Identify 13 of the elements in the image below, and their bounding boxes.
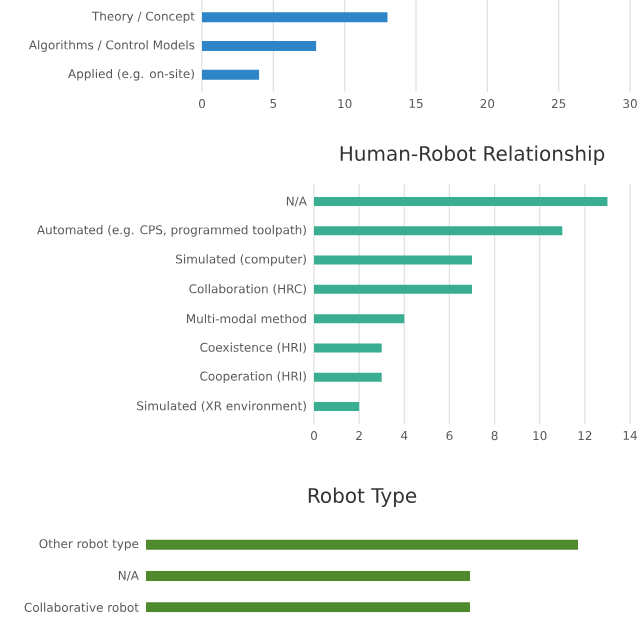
bar [202,69,260,80]
bar [202,12,388,23]
bar [314,343,382,353]
bar [202,40,317,51]
bar [314,284,473,294]
bar [314,197,608,207]
bar [314,314,405,324]
chart-title: Robot Type [308,487,417,507]
chart-title: Human-Robot Relationship [340,145,605,165]
bar [314,226,563,236]
bar [314,255,473,265]
bar [314,401,360,411]
bar [314,372,382,382]
